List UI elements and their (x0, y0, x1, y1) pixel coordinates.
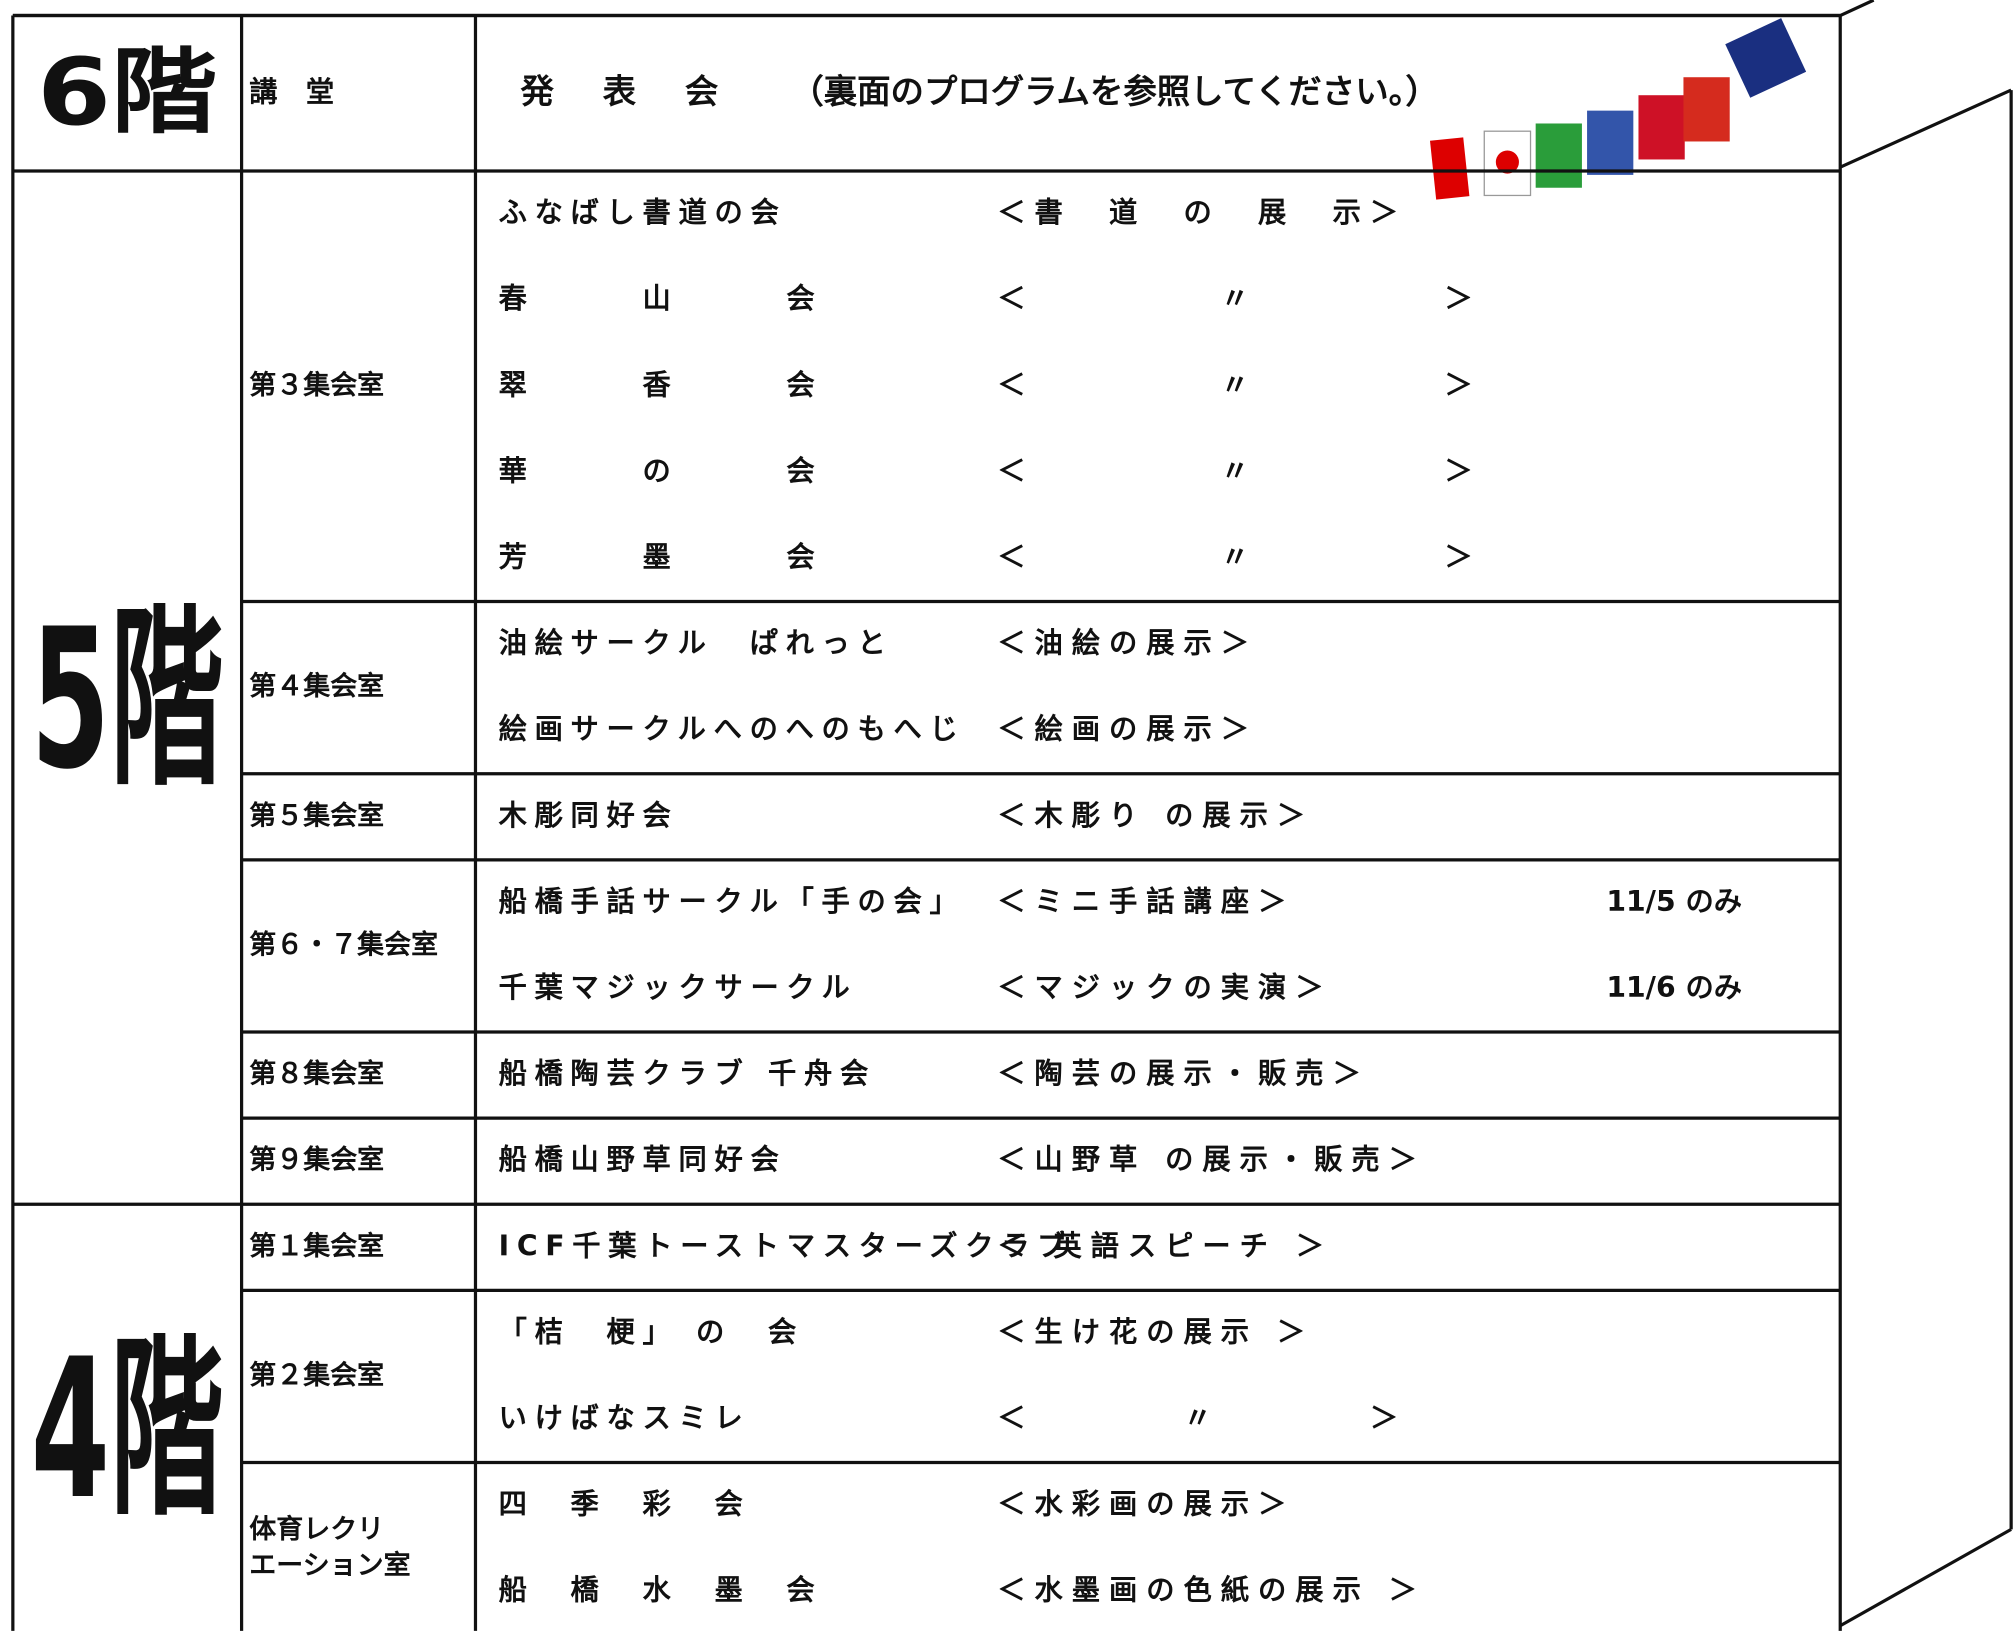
room-name: 第２集会室 (249, 1359, 384, 1391)
exhibit: ＜生け花の展示 ＞ (997, 1315, 1314, 1348)
floor-label: 6階 (37, 38, 217, 146)
group-name: ふなばし書道の会 (499, 196, 787, 229)
exhibit: ＜油絵の展示＞ (997, 627, 1258, 660)
exhibit: ＜ 〃 ＞ (997, 454, 1481, 487)
exhibit: ＜陶芸の展示・販売＞ (997, 1057, 1370, 1090)
room-name: 第４集会室 (249, 670, 384, 702)
group-name: 発 表 会 (519, 72, 726, 111)
exhibit: ＜ 〃 ＞ (997, 540, 1481, 573)
group-name: 船橋山野草同好会 (499, 1143, 787, 1176)
table-grid (11, 13, 1842, 1631)
room-name: 第３集会室 (249, 369, 384, 401)
group-name: 船橋手話サークル「手の会」 (499, 885, 966, 918)
group-name: 油絵サークル ぱれっと (499, 627, 894, 660)
note: 11/5 のみ (1606, 885, 1742, 918)
floor-label: 4階 (31, 1318, 224, 1542)
exhibit: ＜ミニ手話講座＞ (997, 885, 1295, 918)
room-name: 第５集会室 (249, 799, 384, 831)
room-name: 体育レクリ (249, 1513, 384, 1545)
group-name: いけばなスミレ (499, 1401, 751, 1434)
room-name: エーション室 (249, 1549, 410, 1581)
exhibit: ＜書 道 の 展 示＞ (997, 196, 1407, 229)
room-name: 第９集会室 (249, 1144, 384, 1176)
exhibit: ＜山野草 の展示・販売＞ (997, 1143, 1426, 1176)
exhibit: ＜絵画の展示＞ (997, 713, 1258, 746)
exhibit: （裏面のプログラムを参照してください。） (790, 72, 1438, 111)
exhibit: ＜木彫り の展示＞ (997, 799, 1314, 832)
room-name: 第６・７集会室 (249, 928, 438, 960)
group-name: 船 橋 水 墨 会 (499, 1574, 823, 1607)
room-name: 第８集会室 (249, 1058, 384, 1090)
exhibit: ＜ 〃 ＞ (997, 1401, 1407, 1434)
group-name: 「桔 梗」 の 会 (499, 1315, 804, 1348)
floor-label: 5階 (31, 588, 224, 812)
exhibit: ＜水墨画の色紙の展示 ＞ (997, 1574, 1426, 1607)
group-name: 船橋陶芸クラブ 千舟会 (499, 1057, 876, 1090)
exhibit: ＜ 〃 ＞ (997, 368, 1481, 401)
exhibit: ＜マジックの実演＞ (997, 971, 1332, 1004)
group-name: 芳 墨 会 (499, 540, 823, 573)
group-name: 四 季 彩 会 (499, 1488, 751, 1521)
flag-bunting (1429, 18, 1807, 200)
exhibit: ＜ 〃 ＞ (997, 282, 1481, 315)
group-name: 春 山 会 (499, 282, 823, 315)
group-name: ICF千葉トーストマスターズクラブ (499, 1229, 1074, 1262)
room-name: 第１集会室 (249, 1230, 384, 1262)
note: 11/6 のみ (1606, 971, 1742, 1004)
group-name: 絵画サークルへのへのもへじ (499, 713, 966, 746)
room-name: 講 堂 (249, 75, 334, 108)
group-name: 華 の 会 (499, 454, 823, 487)
group-name: 木彫同好会 (498, 799, 679, 832)
group-name: 千葉マジックサークル (499, 971, 858, 1004)
group-name: 翠 香 会 (499, 368, 823, 401)
exhibit: ＜水彩画の展示＞ (997, 1488, 1295, 1521)
exhibit: ＜ 英語スピーチ ＞ (997, 1229, 1333, 1262)
